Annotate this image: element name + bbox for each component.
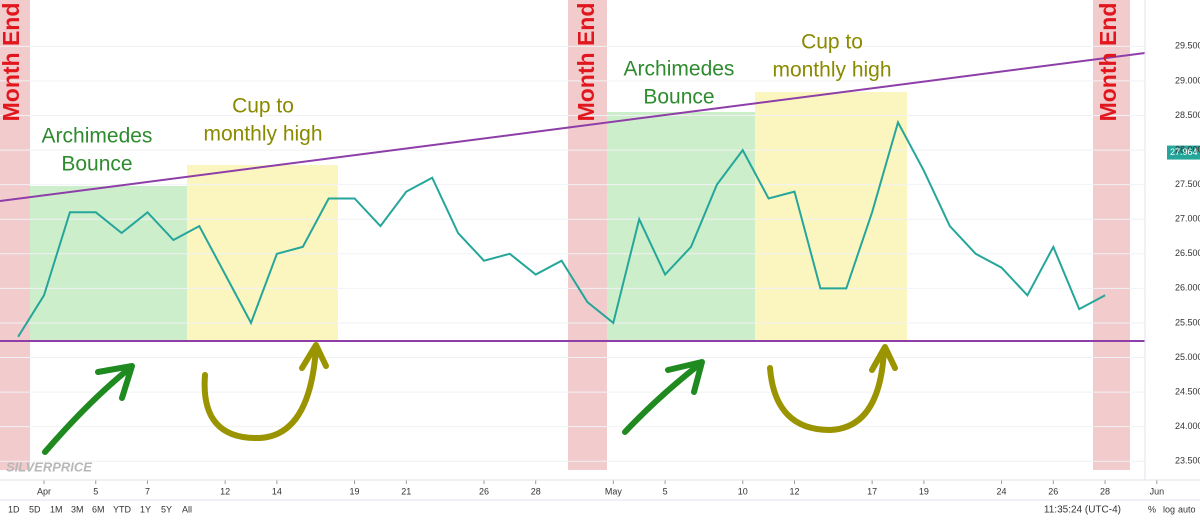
- clock: 11:35:24 (UTC-4): [1044, 505, 1121, 516]
- month-end-label: Month End: [0, 3, 24, 122]
- x-tick-label: Jun: [1150, 486, 1165, 496]
- y-tick-label: 26.500: [1175, 248, 1200, 258]
- x-tick-label: 21: [401, 486, 411, 496]
- y-tick-label: 29.500: [1175, 41, 1200, 51]
- x-tick-label: 26: [479, 486, 489, 496]
- x-tick-label: 26: [1048, 486, 1058, 496]
- zones: [0, 0, 1130, 470]
- yellow-zone: [755, 92, 907, 341]
- arrow: [622, 359, 705, 435]
- y-tick-label: 28.000: [1175, 144, 1200, 154]
- x-tick-label: 12: [220, 486, 230, 496]
- range-button[interactable]: 1D: [8, 504, 20, 514]
- range-button[interactable]: 5D: [29, 504, 41, 514]
- annotation: Archimedes: [42, 125, 153, 148]
- range-button[interactable]: 1M: [50, 504, 63, 514]
- annotation: Archimedes: [624, 58, 735, 81]
- range-button[interactable]: YTD: [113, 504, 132, 514]
- x-tick-label: 19: [350, 486, 360, 496]
- range-button[interactable]: 1Y: [140, 504, 151, 514]
- grid: [0, 45, 1158, 484]
- cup-arrow: [767, 344, 898, 433]
- range-button[interactable]: 5Y: [161, 504, 172, 514]
- y-tick-label: 28.500: [1175, 110, 1200, 120]
- x-tick-label: 28: [531, 486, 541, 496]
- y-tick-label: 27.000: [1175, 214, 1200, 224]
- x-tick-label: May: [605, 486, 623, 496]
- upper-trendline: [0, 52, 1146, 202]
- arrow: [42, 363, 135, 455]
- x-tick-label: 12: [789, 486, 799, 496]
- drawings: [42, 342, 898, 455]
- y-tick-label: 24.000: [1175, 421, 1200, 431]
- scale-option[interactable]: %: [1148, 504, 1156, 514]
- annotation: monthly high: [203, 123, 322, 146]
- annotation: monthly high: [772, 59, 891, 82]
- y-tick-label: 29.000: [1175, 75, 1200, 85]
- x-tick-label: 5: [663, 486, 668, 496]
- green-zone: [607, 112, 755, 341]
- range-button[interactable]: All: [182, 504, 192, 514]
- x-tick-label: 10: [738, 486, 748, 496]
- month-end-label: Month End: [1095, 3, 1121, 122]
- range-button[interactable]: 3M: [71, 504, 84, 514]
- x-tick-label: Apr: [37, 486, 51, 496]
- x-tick-label: 24: [997, 486, 1007, 496]
- watermark: SILVERPRICE: [6, 459, 92, 474]
- x-tick-label: 5: [93, 486, 98, 496]
- scale-option[interactable]: log: [1163, 504, 1175, 514]
- last-price-label: 27.964: [1170, 147, 1198, 157]
- y-tick-label: 23.500: [1175, 456, 1200, 466]
- cup-arrow: [201, 342, 329, 442]
- annotation: Bounce: [643, 86, 714, 109]
- scale-option[interactable]: auto: [1178, 504, 1196, 514]
- y-tick-label: 27.500: [1175, 179, 1200, 189]
- x-tick-label: 28: [1100, 486, 1110, 496]
- y-tick-label: 26.000: [1175, 283, 1200, 293]
- month-end-label: Month End: [573, 3, 599, 122]
- annotation: Bounce: [61, 153, 132, 176]
- price-line: [17, 119, 1106, 338]
- annotation: Cup to: [801, 31, 863, 54]
- x-tick-label: 19: [919, 486, 929, 496]
- trendlines: [0, 52, 1146, 342]
- plot: [17, 119, 1200, 338]
- x-tick-label: 17: [867, 486, 877, 496]
- yellow-zone: [187, 165, 338, 341]
- range-button[interactable]: 6M: [92, 504, 105, 514]
- y-tick-label: 24.500: [1175, 386, 1200, 396]
- x-tick-label: 7: [145, 486, 150, 496]
- annotation: Cup to: [232, 95, 294, 118]
- green-zone: [30, 186, 187, 341]
- last-price-box: [1167, 145, 1200, 160]
- x-tick-label: 14: [272, 486, 282, 496]
- y-tick-label: 25.500: [1175, 317, 1200, 327]
- y-tick-label: 25.000: [1175, 352, 1200, 362]
